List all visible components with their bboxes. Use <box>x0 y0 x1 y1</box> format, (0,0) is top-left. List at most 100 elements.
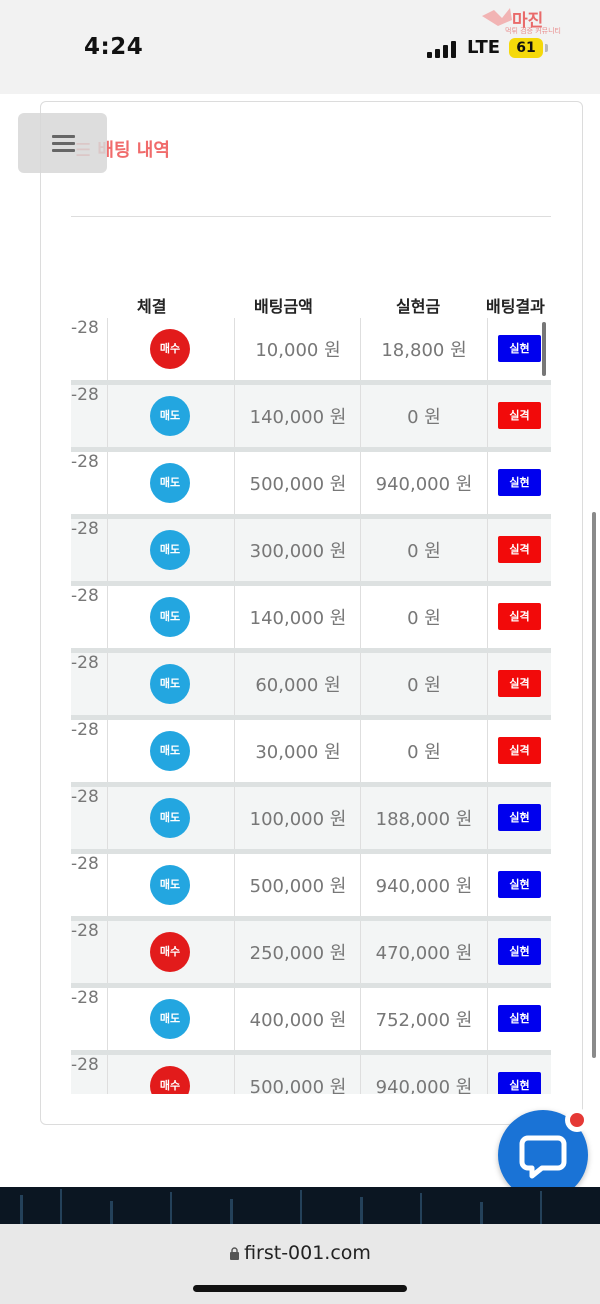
network-type: LTE <box>467 37 501 58</box>
cell-border <box>107 385 108 447</box>
result-realized-badge: 실현 <box>498 1005 541 1032</box>
row-separator <box>71 849 551 854</box>
bet-amount: 60,000 원 <box>255 675 341 696</box>
chat-bubble-icon <box>519 1135 567 1179</box>
table-row: -28 매도 300,000 원 0 원 실격 <box>71 519 551 581</box>
sell-badge: 매도 <box>150 999 190 1039</box>
address-bar[interactable]: first-001.com <box>0 1242 600 1264</box>
bet-amount: 500,000 원 <box>249 474 347 495</box>
row-separator <box>71 648 551 653</box>
table-row: -28 매도 60,000 원 0 원 실격 <box>71 653 551 715</box>
cell-border <box>107 1055 108 1094</box>
row-date: -28 <box>71 720 99 740</box>
cell-border <box>234 318 235 380</box>
bet-amount: 500,000 원 <box>249 1077 347 1094</box>
result-realized-badge: 실현 <box>498 938 541 965</box>
result-realized-badge: 실현 <box>498 804 541 831</box>
header-bet-amount: 배팅금액 <box>254 297 313 316</box>
row-separator <box>71 916 551 921</box>
clock: 4:24 <box>84 34 144 60</box>
row-date: -28 <box>71 854 99 874</box>
row-date: -28 <box>71 988 99 1008</box>
sell-badge: 매도 <box>150 463 190 503</box>
realized-amount: 0 원 <box>407 675 441 696</box>
cell-border <box>107 586 108 648</box>
browser-bar <box>0 1224 600 1304</box>
table-row: -28 매도 500,000 원 940,000 원 실현 <box>71 854 551 916</box>
cell-border <box>107 988 108 1050</box>
cell-border <box>107 854 108 916</box>
notification-dot-icon <box>565 1108 589 1132</box>
cell-border <box>234 653 235 715</box>
bet-amount: 30,000 원 <box>255 742 341 763</box>
cell-border <box>487 988 488 1050</box>
bet-amount: 100,000 원 <box>249 809 347 830</box>
watermark-subtext: 먹튀 검증 커뮤니티 <box>505 27 561 35</box>
row-date: -28 <box>71 921 99 941</box>
table-row: -28 매수 250,000 원 470,000 원 실현 <box>71 921 551 983</box>
header-bet-result: 배팅결과 <box>486 297 545 316</box>
row-separator <box>71 782 551 787</box>
row-date: -28 <box>71 586 99 606</box>
row-date: -28 <box>71 385 99 405</box>
table-row: -28 매도 100,000 원 188,000 원 실현 <box>71 787 551 849</box>
cell-border <box>234 385 235 447</box>
cell-border <box>487 452 488 514</box>
cell-border <box>360 318 361 380</box>
sell-badge: 매도 <box>150 731 190 771</box>
battery-tip <box>545 44 548 52</box>
footer-pattern <box>20 1189 542 1225</box>
row-separator <box>71 1050 551 1055</box>
result-realized-badge: 실현 <box>498 1072 541 1094</box>
cell-border <box>234 921 235 983</box>
page-scrollbar[interactable] <box>592 512 596 1058</box>
cell-border <box>107 519 108 581</box>
cell-border <box>487 854 488 916</box>
cell-border <box>360 720 361 782</box>
bet-amount: 400,000 원 <box>249 1010 347 1031</box>
cell-border <box>360 1055 361 1094</box>
buy-badge: 매수 <box>150 1066 190 1094</box>
title-divider <box>71 216 551 217</box>
cell-border <box>487 653 488 715</box>
cell-border <box>360 519 361 581</box>
sell-badge: 매도 <box>150 865 190 905</box>
sell-badge: 매도 <box>150 798 190 838</box>
sell-badge: 매도 <box>150 530 190 570</box>
row-date: -28 <box>71 787 99 807</box>
bet-amount: 250,000 원 <box>249 943 347 964</box>
table-row: -28 매도 140,000 원 0 원 실격 <box>71 586 551 648</box>
home-indicator[interactable] <box>193 1285 407 1292</box>
row-separator <box>71 380 551 385</box>
table-row: -28 매도 500,000 원 940,000 원 실현 <box>71 452 551 514</box>
header-realized: 실현금 <box>396 297 441 316</box>
cell-border <box>107 921 108 983</box>
cell-border <box>360 988 361 1050</box>
cell-border <box>107 318 108 380</box>
realized-amount: 940,000 원 <box>375 474 473 495</box>
bet-amount: 500,000 원 <box>249 876 347 897</box>
table-row: -28 매도 400,000 원 752,000 원 실현 <box>71 988 551 1050</box>
watermark-logo <box>482 8 512 26</box>
realized-amount: 0 원 <box>407 541 441 562</box>
row-date: -28 <box>71 519 99 539</box>
table-scrollbar[interactable] <box>542 322 546 376</box>
result-realized-badge: 실현 <box>498 871 541 898</box>
realized-amount: 0 원 <box>407 742 441 763</box>
realized-amount: 940,000 원 <box>375 876 473 897</box>
realized-amount: 0 원 <box>407 407 441 428</box>
sell-badge: 매도 <box>150 664 190 704</box>
cell-border <box>107 720 108 782</box>
result-realized-badge: 실현 <box>498 335 541 362</box>
header-execution: 체결 <box>137 297 167 316</box>
realized-amount: 188,000 원 <box>375 809 473 830</box>
menu-button[interactable] <box>18 113 107 173</box>
result-disqualified-badge: 실격 <box>498 670 541 697</box>
status-bar: 4:24 LTE 61 <box>0 0 600 94</box>
bet-amount: 140,000 원 <box>249 407 347 428</box>
footer-banner <box>0 1187 600 1225</box>
cell-border <box>234 988 235 1050</box>
bet-amount: 140,000 원 <box>249 608 347 629</box>
cell-border <box>234 720 235 782</box>
